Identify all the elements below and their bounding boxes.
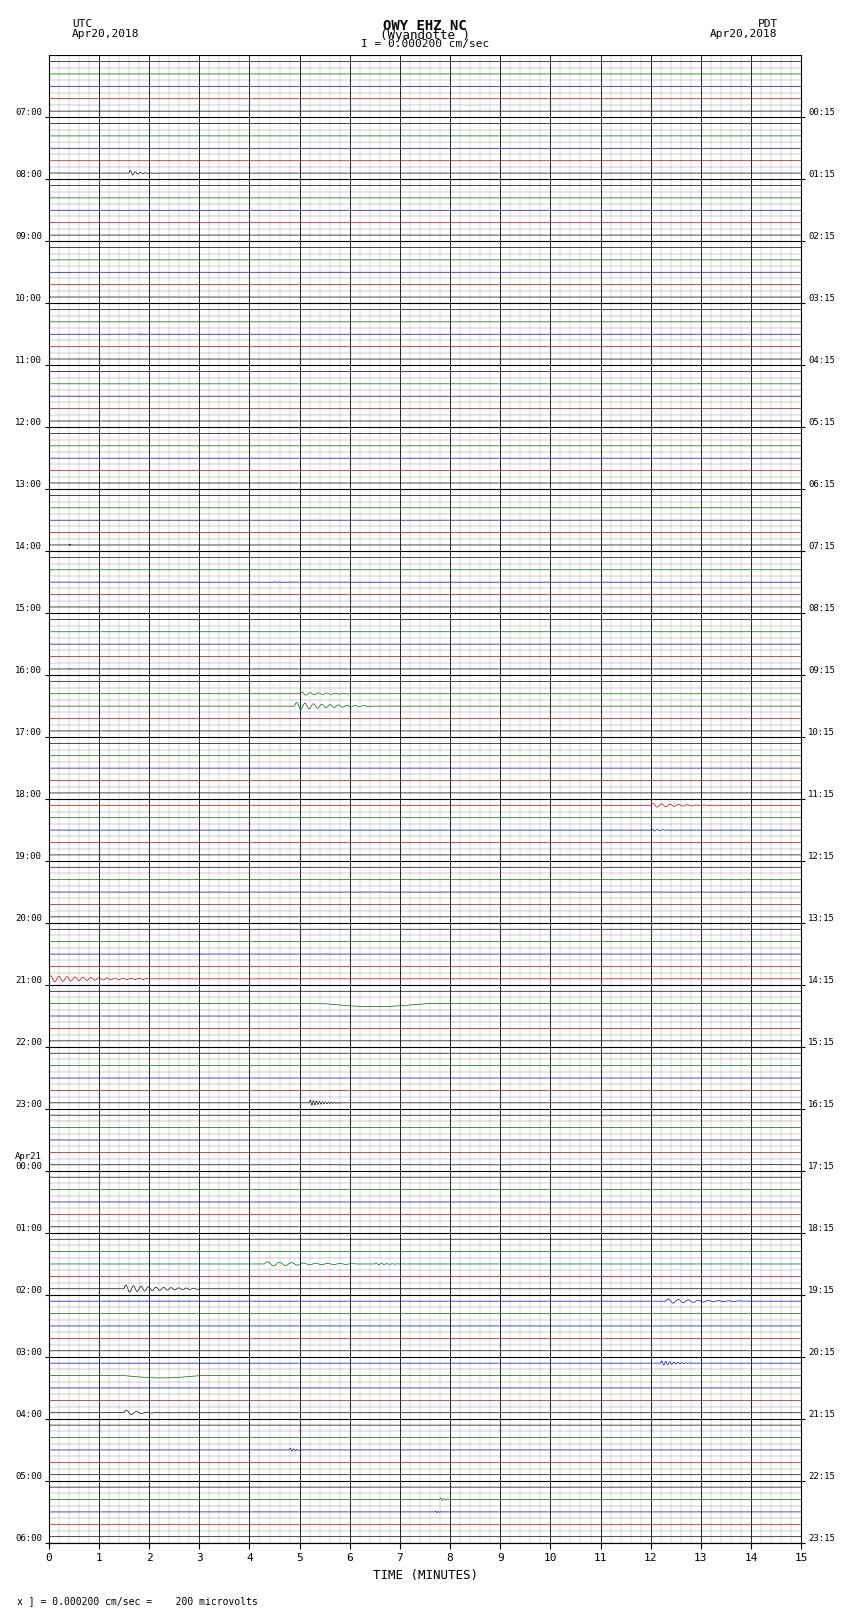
Text: Apr20,2018: Apr20,2018 (711, 29, 778, 39)
Text: (Wyandotte ): (Wyandotte ) (380, 29, 470, 42)
Text: OWY EHZ NC: OWY EHZ NC (383, 19, 467, 34)
Text: x ] = 0.000200 cm/sec =    200 microvolts: x ] = 0.000200 cm/sec = 200 microvolts (17, 1597, 258, 1607)
X-axis label: TIME (MINUTES): TIME (MINUTES) (372, 1569, 478, 1582)
Text: I = 0.000200 cm/sec: I = 0.000200 cm/sec (361, 39, 489, 48)
Text: PDT: PDT (757, 19, 778, 29)
Text: Apr20,2018: Apr20,2018 (72, 29, 139, 39)
Text: UTC: UTC (72, 19, 93, 29)
